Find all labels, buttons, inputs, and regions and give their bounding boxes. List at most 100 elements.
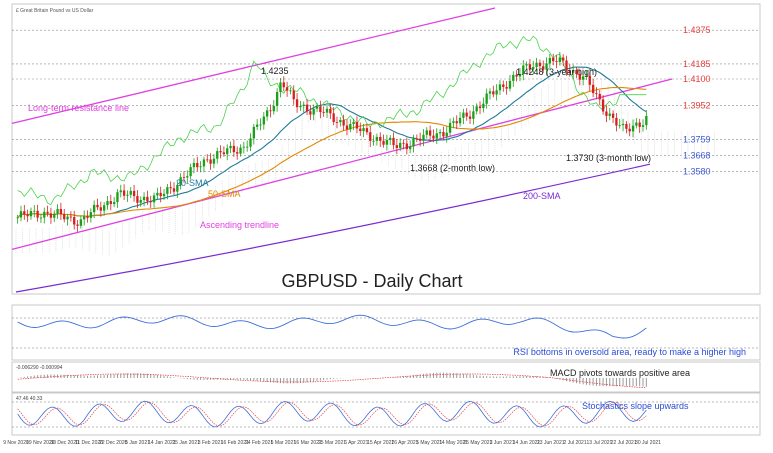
level-lines (12, 29, 760, 172)
candle-body (412, 138, 415, 147)
rsi-line (17, 314, 647, 339)
x-tick-label: 11 Dec 2020 (75, 440, 103, 446)
candle-body (189, 167, 192, 177)
x-tick-label: 3 Jun 2021 (490, 440, 515, 446)
candle-body (345, 125, 349, 130)
candle-body (618, 125, 621, 126)
candle-body (332, 113, 335, 123)
candle-body (482, 103, 485, 109)
candle-body (515, 74, 518, 77)
candle-body (182, 177, 186, 179)
candle-body (591, 84, 595, 94)
candle-body (99, 207, 102, 211)
level-label: 1.3668 (683, 151, 711, 161)
annotation-label: 1.4248 (3-year high) (516, 67, 597, 77)
candle-body (16, 217, 19, 219)
candle-body (595, 93, 598, 94)
level-label: 1.4375 (683, 25, 711, 35)
candle-body (149, 201, 152, 203)
x-tick-label: 30 Jul 2021 (635, 440, 661, 446)
annotation-label: 20-SMA (176, 178, 209, 188)
candle-body (339, 119, 342, 123)
candle-body (362, 128, 365, 132)
candlesticks (16, 51, 648, 232)
candle-body (611, 113, 615, 118)
candle-body (578, 74, 581, 80)
candle-body (33, 210, 36, 212)
stochastics-values: 47.46 40.33 (16, 396, 43, 402)
candle-body (635, 122, 638, 126)
rsi-caption: RSI bottoms in oversold area, ready to m… (513, 347, 746, 357)
candle-body (532, 67, 535, 70)
candle-body (409, 146, 412, 150)
candle-body (475, 106, 478, 112)
candle-body (236, 152, 239, 154)
candle-body (555, 61, 558, 63)
candle-body (448, 122, 452, 133)
x-tick-label: 25 May 2021 (463, 440, 492, 446)
macd-values: -0.006290 -0.000994 (16, 365, 63, 371)
candle-body (249, 138, 252, 147)
candle-body (452, 121, 455, 123)
candle-body (485, 93, 488, 104)
candle-body (425, 130, 428, 135)
candle-body (571, 69, 575, 73)
candle-body (146, 196, 149, 202)
candle-body (418, 138, 422, 141)
candle-body (545, 63, 548, 70)
candle-body (219, 151, 222, 153)
candle-body (442, 132, 445, 137)
sma-20-line (17, 66, 647, 218)
candle-body (139, 200, 142, 203)
candle-body (495, 90, 498, 95)
candle-body (26, 214, 29, 217)
candle-body (552, 57, 555, 62)
candle-body (505, 87, 508, 89)
candle-body (159, 192, 162, 197)
candle-body (242, 146, 246, 148)
annotation-label: 1.3668 (2-month low) (410, 163, 495, 173)
x-tick-label: 14 Jun 2021 (513, 440, 541, 446)
candle-body (375, 136, 379, 141)
candle-body (645, 115, 648, 126)
candle-body (152, 195, 156, 203)
candle-body (562, 57, 565, 61)
candle-body (625, 123, 628, 129)
candle-body (462, 112, 465, 118)
candle-body (402, 142, 405, 144)
candle-body (528, 64, 532, 70)
candle-body (432, 135, 435, 139)
macd-pane (11, 361, 761, 393)
candle-body (166, 187, 169, 194)
candle-body (365, 128, 369, 133)
candle-body (279, 82, 282, 92)
candle-body (389, 137, 392, 140)
candle-body (102, 205, 106, 211)
candle-body (275, 91, 279, 106)
candle-body (512, 74, 515, 81)
candle-body (226, 148, 229, 155)
x-tick-label: 2 Jul 2021 (564, 440, 587, 446)
annotation-label: 1.4235 (261, 66, 289, 76)
candle-body (106, 201, 109, 206)
candle-body (349, 124, 352, 130)
candle-body (212, 158, 216, 164)
candle-body (352, 122, 355, 125)
annotation-label: Long-term resistance line (28, 103, 129, 113)
candle-body (196, 162, 199, 168)
candle-body (232, 145, 236, 153)
candle-body (53, 213, 56, 218)
candle-body (132, 190, 136, 197)
x-tick-label: 13 Jul 2021 (586, 440, 612, 446)
annotations: 1.4235 1.4248 (3-year high) 1.3668 (2-mont… (28, 66, 651, 230)
stochastics-lines (17, 400, 647, 428)
candle-body (239, 147, 242, 154)
candle-body (269, 110, 272, 112)
level-labels: 1.4375 1.4185 1.4100 1.3952 1.3759 1.3668 1.35… (683, 25, 711, 176)
x-tick-label: 14 May 2021 (439, 440, 468, 446)
candle-body (558, 57, 562, 63)
candle-body (222, 152, 226, 155)
candle-body (565, 60, 568, 71)
